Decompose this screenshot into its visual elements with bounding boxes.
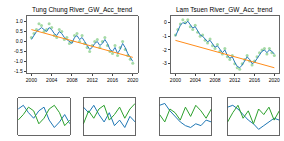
svg-text:-1: -1 (162, 33, 167, 39)
svg-text:0.0: 0.0 (16, 38, 23, 44)
svg-text:1.0: 1.0 (16, 18, 23, 24)
svg-text:-0.5: -0.5 (14, 48, 23, 54)
svg-text:2016: 2016 (249, 77, 260, 83)
svg-text:2012: 2012 (87, 77, 98, 83)
svg-text:2020: 2020 (127, 77, 138, 83)
svg-text:2008: 2008 (209, 77, 220, 83)
svg-text:2004: 2004 (46, 77, 57, 83)
svg-text:0: 0 (164, 19, 167, 25)
svg-text:2000: 2000 (26, 77, 37, 83)
svg-text:-2: -2 (162, 47, 167, 53)
svg-text:2004: 2004 (190, 77, 201, 83)
svg-text:2016: 2016 (107, 77, 118, 83)
svg-text:2000: 2000 (170, 77, 181, 83)
svg-text:2008: 2008 (66, 77, 77, 83)
svg-text:-1.0: -1.0 (14, 58, 23, 64)
svg-text:2012: 2012 (229, 77, 240, 83)
svg-text:0.5: 0.5 (16, 28, 23, 34)
svg-text:Tung Chung River_GW_Acc_trend: Tung Chung River_GW_Acc_trend (32, 6, 133, 14)
svg-text:Lam Tsuen River_GW_Acc_trend: Lam Tsuen River_GW_Acc_trend (176, 6, 273, 14)
svg-text:-1.5: -1.5 (14, 68, 23, 74)
svg-text:-3: -3 (162, 60, 167, 66)
svg-text:2020: 2020 (269, 77, 280, 83)
